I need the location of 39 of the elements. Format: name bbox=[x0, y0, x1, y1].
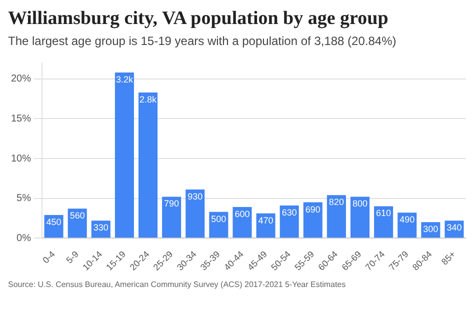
y-tick-label: 0% bbox=[16, 232, 32, 244]
annotation: 3.2k bbox=[116, 74, 134, 85]
annotation: 690 bbox=[305, 204, 320, 214]
annotation: 600 bbox=[234, 209, 250, 220]
chart-title: Williamsburg city, VA population by age group bbox=[8, 8, 390, 30]
y-tick-label: 5% bbox=[16, 193, 32, 204]
bar bbox=[114, 72, 134, 238]
annotation: 930 bbox=[188, 192, 203, 202]
annotation: 500 bbox=[211, 214, 226, 224]
chart-subtitle: The largest age group is 15-19 years with a population of 3,188 (20.84%) bbox=[8, 34, 398, 48]
bar bbox=[350, 196, 370, 238]
y-tick-label: 20% bbox=[11, 74, 32, 85]
y-tick-label: 15% bbox=[11, 113, 32, 124]
x-tick-label: 0-4 bbox=[40, 249, 57, 266]
annotation: 450 bbox=[46, 216, 62, 227]
annotation: 340 bbox=[446, 222, 462, 233]
annotation: 800 bbox=[352, 198, 368, 209]
annotation: 490 bbox=[400, 214, 415, 225]
annotation: 300 bbox=[423, 224, 438, 234]
annotation: 560 bbox=[70, 210, 85, 221]
annotation: 790 bbox=[164, 198, 180, 209]
y-tick-label: 10% bbox=[11, 153, 32, 164]
annotation: 610 bbox=[376, 208, 392, 218]
bar bbox=[374, 206, 394, 238]
source-note: Source: U.S. Census Bureau, American Community Survey (ACS) 2017-2021 5-Year Estimates bbox=[8, 280, 347, 289]
bar bbox=[326, 195, 346, 238]
annotation: 330 bbox=[93, 222, 108, 233]
bar bbox=[68, 208, 87, 238]
annotation: 820 bbox=[328, 197, 344, 208]
x-tick-label: 85+ bbox=[440, 249, 458, 267]
annotation: 2.8k bbox=[140, 94, 158, 104]
annotation: 630 bbox=[282, 207, 297, 218]
bar bbox=[280, 205, 299, 238]
annotation: 470 bbox=[258, 215, 274, 226]
bar bbox=[162, 196, 182, 238]
x-tick-label: 5-9 bbox=[64, 249, 81, 266]
bar bbox=[138, 92, 158, 238]
bar bbox=[186, 190, 205, 238]
bar bbox=[303, 202, 322, 238]
